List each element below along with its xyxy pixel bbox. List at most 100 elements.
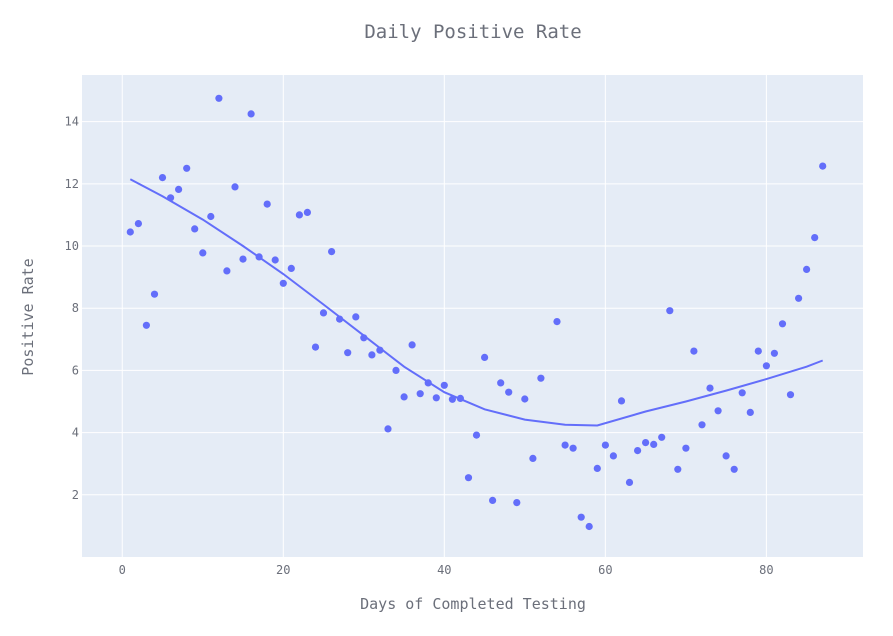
data-point [690,347,698,355]
data-point [400,393,408,401]
data-point [158,174,167,182]
data-point [561,441,569,449]
data-point [601,441,610,449]
x-tick-label: 0 [119,563,126,577]
data-point [440,381,448,389]
data-point [682,444,690,452]
data-points-layer [126,94,827,531]
data-point [811,234,819,242]
data-point [432,394,440,402]
data-point [142,321,150,329]
y-tick-label: 10 [65,239,79,253]
data-point [609,452,618,460]
data-point [634,447,642,455]
data-point [392,366,400,374]
data-point [231,183,239,191]
data-point [416,390,424,398]
data-point [207,212,215,221]
data-point [255,253,263,261]
data-point [311,343,320,351]
data-point [456,394,464,402]
data-point [239,255,247,263]
trend-line-layer [129,178,824,427]
data-point [770,349,779,357]
y-tick-label: 2 [72,488,79,502]
data-point [199,249,207,257]
data-point [352,313,360,321]
x-tick-label: 40 [437,563,451,577]
data-point [617,397,626,405]
data-point [666,307,674,315]
data-point [714,407,722,415]
data-point [472,431,481,439]
chart-title: Daily Positive Rate [364,21,581,43]
data-point [215,94,223,102]
data-point [497,379,505,387]
data-point [336,315,344,323]
data-point [730,465,738,473]
data-point [223,267,231,275]
data-point [384,425,392,433]
data-point [593,464,601,472]
data-point [577,513,585,521]
data-point [126,228,134,236]
data-point [328,248,336,256]
data-point [698,421,706,429]
data-point [537,374,545,382]
plot-area [82,75,863,557]
data-point [650,440,658,448]
data-point [183,164,191,172]
x-tick-label: 60 [598,563,612,577]
data-point [263,200,271,208]
data-point [746,408,754,416]
data-point [295,211,303,219]
data-point [408,341,416,349]
data-point [464,474,473,482]
data-point [368,351,376,359]
data-point [642,439,650,447]
data-point [481,353,489,361]
data-point [803,265,811,273]
data-point [529,454,537,462]
y-tick-label: 14 [65,115,79,129]
data-point [279,279,287,287]
data-point [344,349,352,357]
x-tick-label: 80 [759,563,773,577]
data-point [319,309,328,317]
data-point [271,256,279,264]
x-tick-label: 20 [276,563,290,577]
data-point [448,395,456,403]
data-point [167,194,175,202]
data-point [360,334,368,342]
data-point [553,318,561,326]
data-point [625,478,634,486]
tick-labels: 0 20 40 60 80 2 4 6 8 10 12 14 [65,115,774,577]
gridlines [82,75,863,557]
data-point [513,499,521,507]
data-point [489,496,497,504]
trend-line [129,178,824,427]
data-point [778,320,787,328]
data-point [738,389,746,397]
data-point [505,388,513,396]
data-point [175,185,183,193]
data-point [521,395,529,403]
data-point [376,346,384,354]
data-point [722,452,730,460]
data-point [786,391,795,399]
data-point [424,379,432,387]
data-point [754,347,762,355]
data-point [191,225,199,233]
y-tick-label: 12 [65,177,79,191]
data-point [287,264,295,272]
data-point [585,522,593,531]
data-point [658,433,666,441]
y-axis-title: Positive Rate [19,258,37,375]
data-point [134,220,142,228]
data-point [762,362,771,370]
data-point [674,465,682,473]
x-axis-title: Days of Completed Testing [360,595,586,613]
y-tick-label: 8 [72,301,79,315]
data-point [819,162,827,170]
data-point [303,208,311,216]
